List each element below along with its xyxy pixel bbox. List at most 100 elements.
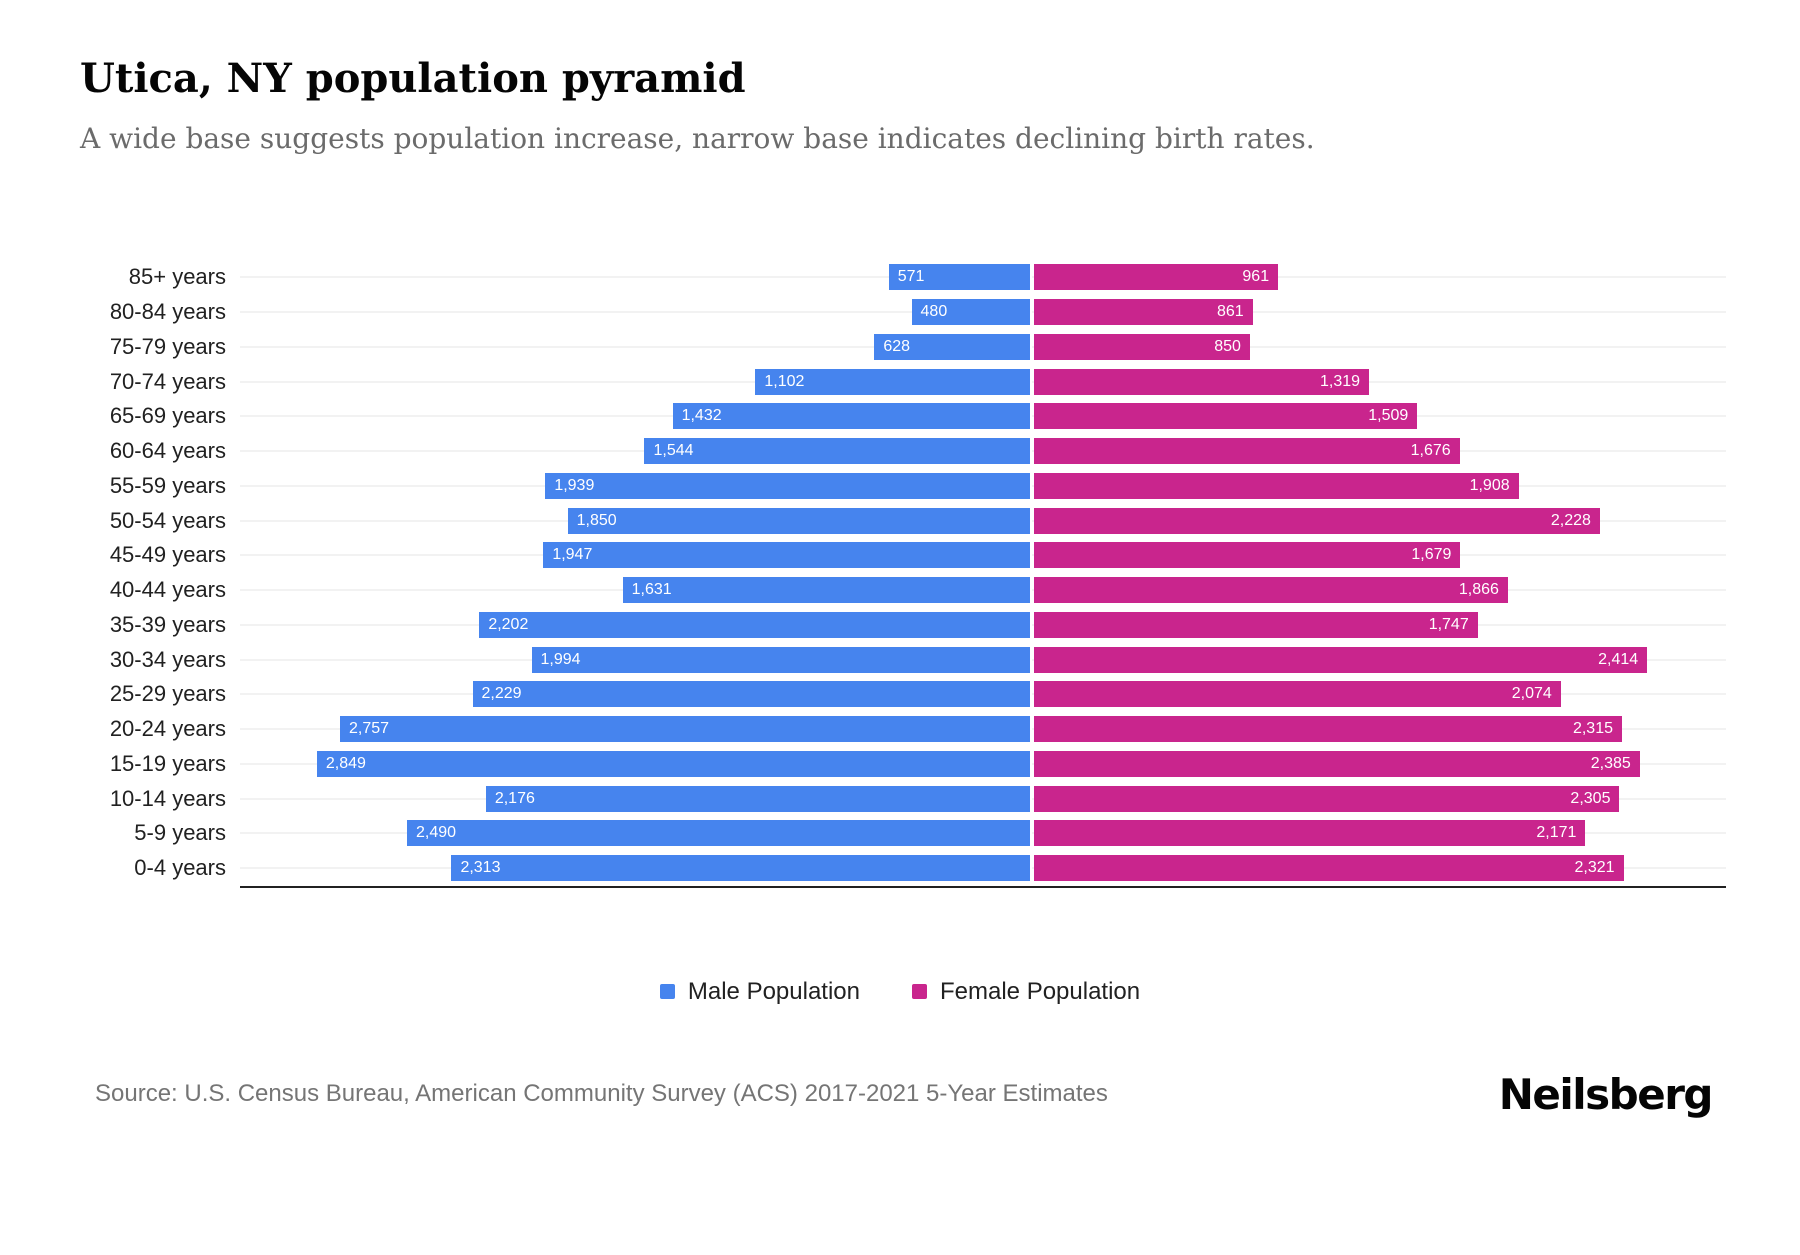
legend: Male Population Female Population	[0, 977, 1800, 1005]
row-plot-area: 628 850	[240, 330, 1726, 365]
male-bar[interactable]: 1,947	[543, 542, 1032, 569]
male-bar[interactable]: 1,544	[644, 438, 1032, 465]
age-row: 75-79 years 628 850	[0, 330, 1800, 365]
female-bar[interactable]: 2,171	[1034, 820, 1586, 847]
female-bar[interactable]: 2,228	[1034, 507, 1600, 534]
age-row: 45-49 years 1,947 1,679	[0, 538, 1800, 573]
male-bar[interactable]: 1,631	[622, 577, 1032, 604]
age-row: 80-84 years 480 861	[0, 295, 1800, 330]
female-legend-label: Female Population	[940, 977, 1141, 1005]
male-value-label: 2,490	[416, 824, 457, 842]
male-bar[interactable]: 1,850	[567, 507, 1032, 534]
male-value-label: 1,947	[552, 546, 593, 564]
female-bar[interactable]: 1,509	[1034, 403, 1418, 430]
age-row: 30-34 years 1,994 2,414	[0, 642, 1800, 677]
chart-subtitle: A wide base suggests population increase…	[80, 122, 1315, 155]
female-bar[interactable]: 1,676	[1034, 438, 1460, 465]
female-value-label: 2,074	[1511, 685, 1552, 703]
male-value-label: 571	[897, 268, 925, 286]
male-bar[interactable]: 2,229	[472, 681, 1032, 708]
female-value-label: 1,747	[1428, 615, 1469, 633]
age-label: 45-49 years	[109, 542, 226, 568]
legend-item-female[interactable]: Female Population	[912, 977, 1141, 1005]
male-value-label: 2,849	[325, 754, 366, 772]
age-label: 40-44 years	[109, 577, 226, 603]
female-bar[interactable]: 1,866	[1034, 577, 1508, 604]
male-bar[interactable]: 1,994	[531, 646, 1032, 673]
female-bar[interactable]: 2,315	[1034, 716, 1622, 743]
age-label: 80-84 years	[109, 299, 226, 325]
age-row: 50-54 years 1,850 2,228	[0, 503, 1800, 538]
row-plot-area: 2,849 2,385	[240, 747, 1726, 782]
brand-logo: Neilsberg	[1498, 1069, 1714, 1119]
male-bar[interactable]: 1,432	[672, 403, 1032, 430]
female-value-label: 1,866	[1458, 581, 1499, 599]
female-bar[interactable]: 2,385	[1034, 750, 1640, 777]
male-bar[interactable]: 2,849	[316, 750, 1032, 777]
page: Utica, NY population pyramid A wide base…	[0, 55, 1800, 1255]
female-bar[interactable]: 1,319	[1034, 368, 1370, 395]
female-value-label: 2,171	[1536, 824, 1577, 842]
age-label: 5-9 years	[134, 820, 226, 846]
female-bar[interactable]: 1,679	[1034, 542, 1461, 569]
female-bar[interactable]: 850	[1034, 333, 1250, 360]
row-plot-area: 2,176 2,305	[240, 781, 1726, 816]
male-bar[interactable]: 2,313	[451, 855, 1032, 882]
male-bar[interactable]: 1,939	[545, 472, 1032, 499]
age-row: 25-29 years 2,229 2,074	[0, 677, 1800, 712]
male-legend-label: Male Population	[687, 977, 860, 1005]
female-bar[interactable]: 1,747	[1034, 611, 1478, 638]
male-bar[interactable]: 2,757	[340, 716, 1032, 743]
male-value-label: 2,202	[488, 615, 529, 633]
female-value-label: 1,676	[1410, 442, 1451, 460]
age-label: 60-64 years	[109, 438, 226, 464]
age-label: 35-39 years	[109, 611, 226, 637]
female-value-label: 1,908	[1469, 476, 1510, 494]
male-value-label: 2,176	[494, 789, 535, 807]
age-row: 0-4 years 2,313 2,321	[0, 851, 1800, 886]
row-plot-area: 2,202 1,747	[240, 608, 1726, 643]
female-value-label: 2,321	[1574, 859, 1615, 877]
male-bar[interactable]: 628	[874, 333, 1032, 360]
row-plot-area: 2,229 2,074	[240, 677, 1726, 712]
age-row: 85+ years 571 961	[0, 260, 1800, 295]
row-plot-area: 1,947 1,679	[240, 538, 1726, 573]
male-bar[interactable]: 571	[888, 264, 1032, 291]
legend-item-male[interactable]: Male Population	[659, 977, 860, 1005]
male-bar[interactable]: 480	[911, 299, 1032, 326]
population-pyramid-chart: 85+ years 571 961 80-84 years 480 861 75-79 ye…	[0, 260, 1800, 888]
age-label: 75-79 years	[109, 333, 226, 359]
female-bar[interactable]: 2,321	[1034, 855, 1624, 882]
female-bar[interactable]: 2,305	[1034, 785, 1620, 812]
male-bar[interactable]: 2,202	[479, 611, 1032, 638]
female-value-label: 2,414	[1598, 650, 1639, 668]
row-plot-area: 2,313 2,321	[240, 851, 1726, 886]
female-bar[interactable]: 2,074	[1034, 681, 1561, 708]
age-row: 5-9 years 2,490 2,171	[0, 816, 1800, 851]
chart-title: Utica, NY population pyramid	[80, 55, 746, 102]
female-bar[interactable]: 861	[1034, 299, 1253, 326]
male-legend-swatch	[659, 984, 675, 999]
row-plot-area: 1,994 2,414	[240, 642, 1726, 677]
male-bar[interactable]: 2,176	[485, 785, 1032, 812]
age-row: 70-74 years 1,102 1,319	[0, 364, 1800, 399]
age-label: 15-19 years	[109, 750, 226, 776]
age-row: 65-69 years 1,432 1,509	[0, 399, 1800, 434]
row-plot-area: 2,757 2,315	[240, 712, 1726, 747]
age-label: 30-34 years	[109, 646, 226, 672]
male-value-label: 2,757	[349, 720, 390, 738]
age-label: 10-14 years	[109, 785, 226, 811]
male-bar[interactable]: 2,490	[407, 820, 1032, 847]
female-bar[interactable]: 2,414	[1034, 646, 1648, 673]
male-value-label: 1,850	[576, 511, 617, 529]
age-label: 50-54 years	[109, 507, 226, 533]
age-row: 10-14 years 2,176 2,305	[0, 781, 1800, 816]
male-value-label: 480	[920, 303, 948, 321]
female-bar[interactable]: 961	[1034, 264, 1279, 291]
age-label: 20-24 years	[109, 716, 226, 742]
female-bar[interactable]: 1,908	[1034, 472, 1519, 499]
male-bar[interactable]: 1,102	[755, 368, 1032, 395]
row-plot-area: 480 861	[240, 295, 1726, 330]
row-plot-area: 571 961	[240, 260, 1726, 295]
age-label: 55-59 years	[109, 472, 226, 498]
